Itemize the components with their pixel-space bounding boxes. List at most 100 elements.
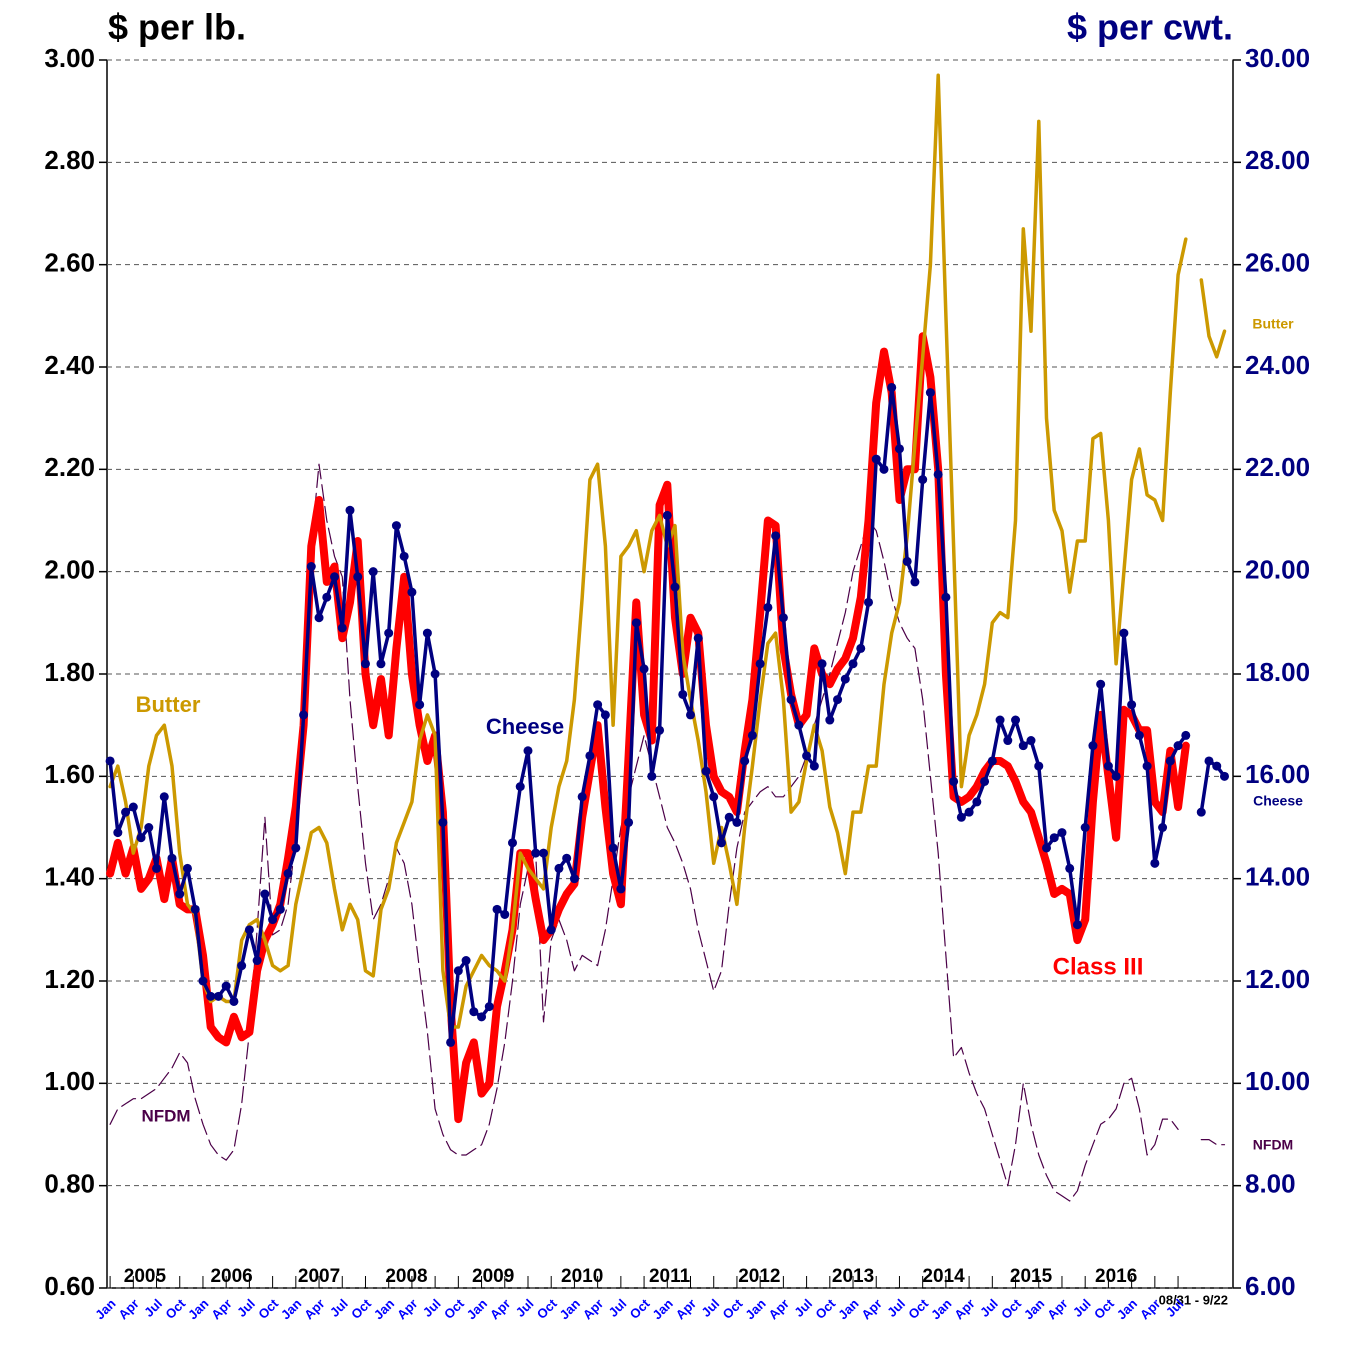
series-point xyxy=(252,956,262,966)
series-label: Butter xyxy=(1252,316,1294,332)
series-point xyxy=(1119,628,1129,638)
series-point xyxy=(802,751,812,761)
series-point xyxy=(856,643,866,653)
series-point xyxy=(500,909,510,919)
series-point xyxy=(291,843,301,853)
x-tick-label: Oct xyxy=(720,1295,746,1321)
series-point xyxy=(198,976,208,986)
y-tick-label: 2.40 xyxy=(44,350,95,380)
series-point xyxy=(817,659,827,669)
x-tick-label: Jul xyxy=(791,1296,815,1320)
series-point xyxy=(809,761,819,771)
x-tick-label: Jan xyxy=(278,1296,304,1322)
series-point xyxy=(1111,771,1121,781)
x-tick-label: Oct xyxy=(162,1295,188,1321)
series-point xyxy=(1173,741,1183,751)
x-tick-label: Apr xyxy=(487,1296,513,1322)
series-point xyxy=(608,843,618,853)
series-point xyxy=(531,848,541,858)
series-point xyxy=(716,838,726,848)
y2-tick-label: 10.00 xyxy=(1245,1066,1310,1096)
x-tick-label: Apr xyxy=(1044,1296,1070,1322)
series-point xyxy=(755,659,765,669)
series-point xyxy=(407,587,417,597)
series-point xyxy=(956,812,966,822)
y2-tick-label: 26.00 xyxy=(1245,248,1310,278)
y2-tick-label: 16.00 xyxy=(1245,759,1310,789)
series-point xyxy=(1080,823,1090,832)
series-point xyxy=(337,623,347,633)
series-point xyxy=(492,904,502,914)
series-point xyxy=(1196,807,1206,817)
x-tick-label: Oct xyxy=(255,1295,281,1321)
series-point xyxy=(399,551,409,561)
series-point xyxy=(1011,715,1021,725)
series-point xyxy=(221,981,231,991)
series-point xyxy=(430,669,440,679)
x-tick-label: Apr xyxy=(673,1296,699,1322)
series-point xyxy=(1041,843,1051,853)
y2-tick-label: 24.00 xyxy=(1245,350,1310,380)
series-point xyxy=(159,792,169,802)
y2-tick-label: 18.00 xyxy=(1245,657,1310,687)
series-point xyxy=(260,889,270,899)
x-tick-label: Apr xyxy=(580,1296,606,1322)
x-tick-label: Jul xyxy=(884,1296,908,1320)
y-tick-label: 0.80 xyxy=(44,1169,95,1199)
series-point xyxy=(384,628,394,638)
series-point xyxy=(732,817,742,827)
y-tick-label: 2.80 xyxy=(44,145,95,175)
x-tick-label: Apr xyxy=(115,1296,141,1322)
x-tick-label: Jul xyxy=(1070,1296,1094,1320)
x-tick-label: Apr xyxy=(951,1296,977,1322)
series-line xyxy=(108,73,1227,1029)
series-point xyxy=(523,746,533,756)
series-point xyxy=(1088,741,1098,751)
series-point xyxy=(477,1012,487,1022)
y2-tick-label: 22.00 xyxy=(1245,452,1310,482)
x-tick-label: Jan xyxy=(371,1296,397,1322)
x-tick-label: Jul xyxy=(327,1296,351,1320)
series-point xyxy=(655,725,665,735)
x-tick-label: Jul xyxy=(698,1296,722,1320)
x-tick-label: Oct xyxy=(348,1295,374,1321)
series-point xyxy=(322,592,332,602)
x-tick-label: Jan xyxy=(1021,1296,1047,1322)
series-point xyxy=(686,710,696,720)
year-label: 2009 xyxy=(472,1266,514,1287)
series-point xyxy=(701,766,711,776)
x-tick-label: Oct xyxy=(441,1295,467,1321)
year-label: 2008 xyxy=(385,1266,427,1287)
series-point xyxy=(1134,730,1144,740)
x-tick-label: Oct xyxy=(1091,1295,1117,1321)
series-label: Cheese xyxy=(486,714,564,739)
series-point xyxy=(136,833,146,843)
series-point xyxy=(484,1002,494,1012)
y2-tick-label: 28.00 xyxy=(1245,145,1310,175)
series-point xyxy=(1003,736,1013,746)
series-point xyxy=(368,567,378,577)
series-point xyxy=(113,828,123,838)
series-label: NFDM xyxy=(141,1106,190,1125)
series-point xyxy=(709,792,719,802)
series-point xyxy=(887,382,897,392)
series-point xyxy=(438,817,448,827)
series-point xyxy=(771,531,781,541)
x-tick-label: Apr xyxy=(858,1296,884,1322)
series-point xyxy=(864,597,874,607)
series-point xyxy=(182,863,192,873)
series-point xyxy=(987,756,997,766)
series-point xyxy=(902,556,912,566)
y2-tick-label: 30.00 xyxy=(1245,43,1310,73)
series-point xyxy=(1158,823,1168,832)
series-point xyxy=(1049,833,1059,843)
series-point xyxy=(1204,756,1214,766)
series-point xyxy=(972,797,982,807)
y-axis-title: $ per lb. xyxy=(108,7,246,48)
series-point xyxy=(175,889,185,899)
series-point xyxy=(190,904,200,914)
series-point xyxy=(740,756,750,766)
series-point xyxy=(268,915,278,925)
series-point xyxy=(1065,863,1075,873)
x-tick-label: Apr xyxy=(301,1296,327,1322)
